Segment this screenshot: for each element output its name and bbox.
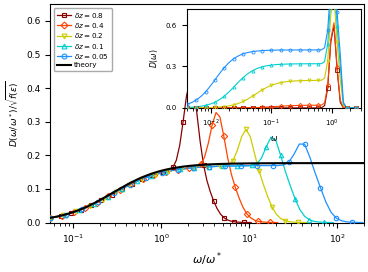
Y-axis label: $D(\omega/\omega^*)/\sqrt{f(\epsilon)}$: $D(\omega/\omega^*)/\sqrt{f(\epsilon)}$: [4, 80, 21, 147]
X-axis label: $\omega/\omega^*$: $\omega/\omega^*$: [192, 250, 222, 268]
Legend: $\delta z = 0.8$, $\delta z = 0.4$, $\delta z = 0.2$, $\delta z = 0.1$, $\delta : $\delta z = 0.8$, $\delta z = 0.4$, $\de…: [54, 8, 112, 71]
